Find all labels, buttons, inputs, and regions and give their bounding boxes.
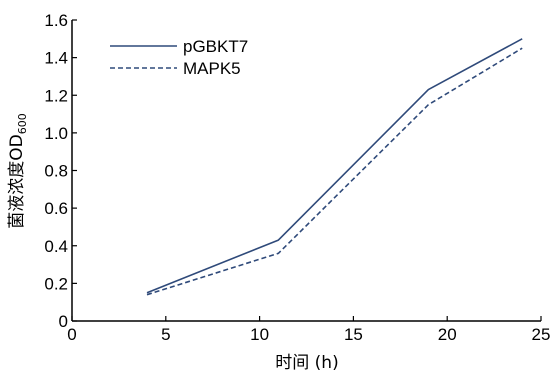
x-tick-label: 0 — [67, 325, 76, 344]
legend-label-pgbkt7: pGBKT7 — [183, 37, 248, 56]
series-group — [146, 38, 523, 296]
series-line-pgbkt7 — [146, 38, 523, 294]
y-axis-label-main: 菌液浓度OD — [7, 134, 27, 228]
legend: pGBKT7 MAPK5 — [110, 37, 248, 78]
x-tick-label: 5 — [161, 325, 170, 344]
y-tick-label: 0.4 — [44, 237, 68, 256]
x-tick-label: 15 — [344, 325, 363, 344]
y-tick-label: 1.2 — [44, 86, 68, 105]
x-tick-label: 20 — [438, 325, 457, 344]
y-axis-label-subscript: 600 — [16, 113, 29, 134]
y-axis-label: 菌液浓度OD600 — [7, 113, 29, 228]
y-tick-label: 0 — [59, 312, 68, 331]
y-tick-label: 1.6 — [44, 11, 68, 30]
x-axis-label: 时间 (h) — [275, 353, 338, 373]
y-tick-label: 0.6 — [44, 199, 68, 218]
y-tick-label: 1.0 — [44, 124, 68, 143]
x-ticks: 0 5 10 15 20 25 — [67, 316, 550, 344]
x-tick-label: 25 — [532, 325, 551, 344]
y-tick-label: 0.2 — [44, 274, 68, 293]
series-line-mapk5 — [146, 47, 523, 296]
axes — [71, 20, 541, 322]
y-ticks: 0 0.2 0.4 0.6 0.8 1.0 1.2 1.4 1.6 — [44, 11, 77, 331]
y-tick-label: 1.4 — [44, 49, 68, 68]
legend-label-mapk5: MAPK5 — [183, 59, 241, 78]
x-tick-label: 10 — [250, 325, 269, 344]
y-tick-label: 0.8 — [44, 162, 68, 181]
